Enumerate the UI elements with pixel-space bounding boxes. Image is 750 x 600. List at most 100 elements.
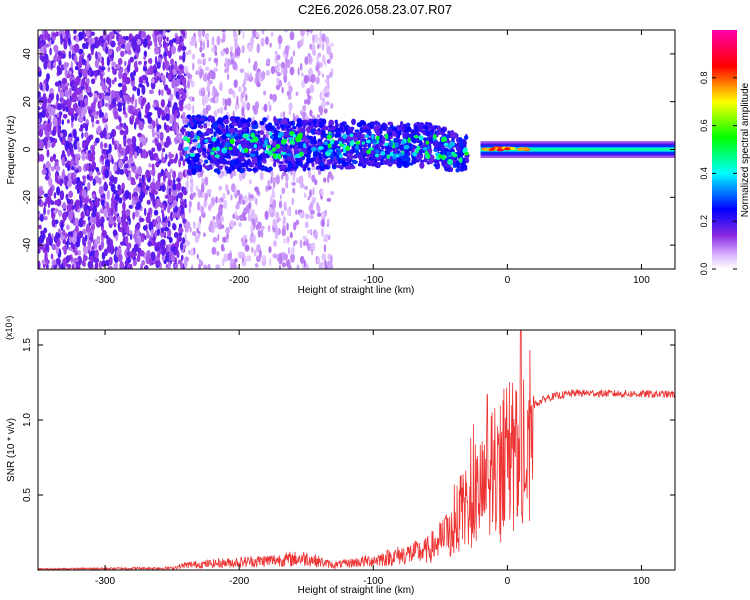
heatmap-cell [217,210,221,220]
heatmap-cell [291,197,294,206]
heatmap-cell [129,56,135,63]
heatmap-cell [168,50,172,59]
heatmap-cell [147,42,151,50]
heatmap-cell [206,188,212,195]
heatmap-cell [47,118,51,125]
heatmap-cell [132,259,137,267]
heatmap-cell [232,262,237,269]
heatmap-cell [213,131,217,138]
heatmap-cell [126,242,132,250]
heatmap-cell [224,141,230,148]
heatmap-cell [317,138,322,143]
heatmap-cell [309,43,313,50]
heatmap-cell [345,145,350,151]
heatmap-cell [386,129,390,134]
heatmap-cell [168,39,174,46]
heatmap-cell [66,224,70,231]
heatmap-cell [392,153,398,160]
heatmap-cell [146,101,151,112]
heatmap-cell [89,175,94,181]
heatmap-cell [236,266,239,269]
heatmap-cell [142,187,147,193]
heatmap-cell [71,243,76,250]
heatmap-cell [281,86,284,94]
heatmap-cell [236,46,241,57]
heatmap-cell [178,64,184,70]
heatmap-cell [243,133,249,139]
heatmap-cell [455,168,460,173]
heatmap-cell [57,122,60,131]
heatmap-cell [245,93,248,102]
heatmap-cell [54,200,59,206]
heatmap-cell [52,107,56,117]
heatmap-cell [289,66,295,76]
heatmap-cell [256,43,261,54]
heatmap-cell [124,223,128,231]
heatmap-cell [231,122,237,126]
heatmap-cell [309,189,312,198]
heatmap-cell [185,179,190,190]
heatmap-cell [38,224,42,230]
colorbar-tick-label: 0.4 [699,167,709,180]
heatmap-cell [52,116,58,127]
heatmap-cell [77,106,82,115]
heatmap-cell [293,147,300,151]
heatmap-cell [313,135,317,142]
heatmap-cell [306,146,312,152]
heatmap-cell [387,161,393,166]
heatmap-cell [221,160,228,165]
heatmap-cell [134,66,139,73]
heatmap-cell [209,220,214,230]
heatmap-cell [236,95,239,106]
heatmap-cell [261,225,265,230]
heatmap-cell [45,83,50,92]
heatmap-cell [165,30,171,33]
heatmap-cell [182,159,186,167]
heatmap-cell [94,59,99,68]
heatmap-cell [138,83,144,88]
heatmap-cell [70,158,74,167]
heatmap-cell [43,125,47,131]
heatmap-cell [95,51,98,60]
heatmap-cell [85,64,90,71]
heatmap-cell [42,102,47,110]
heatmap-cell [303,240,306,246]
heatmap-cell [211,47,215,53]
heatmap-cell [299,255,305,264]
heatmap-cell [164,84,169,91]
heatmap-cell [295,209,298,215]
heatmap-cell [75,80,80,86]
heatmap-cell [329,159,334,163]
heatmap-cell [91,245,95,252]
heatmap-cell [130,76,135,81]
heatmap-cell [304,213,310,220]
heatmap-cell [43,227,48,234]
heatmap-cell [157,172,161,181]
heatmap-cell [147,124,153,129]
heatmap-cell [71,236,77,244]
heatmap-cell [128,105,134,115]
heatmap-cell [161,116,166,121]
heatmap-cell [175,91,179,100]
heatmap-cell [231,145,238,151]
heatmap-cell [55,257,61,266]
heatmap-cell [320,161,324,168]
snr-x-label: Height of straight line (km) [298,585,415,596]
heatmap-cell [252,63,258,72]
heatmap-cell [125,94,131,103]
heatmap-cell [402,156,408,161]
heatmap-cell [247,117,252,123]
heatmap-cell [80,211,85,220]
heatmap-cell [481,147,490,151]
heatmap-cell [118,116,122,123]
heatmap-cell [77,31,84,41]
heatmap-cell [124,168,129,175]
heatmap-cell [238,159,242,166]
heatmap-cell [272,199,277,209]
heatmap-cell [123,122,127,130]
heatmap-cell [204,33,209,40]
heatmap-cell [104,95,110,101]
heatmap-cell [78,92,83,101]
heatmap-cell [208,57,212,62]
